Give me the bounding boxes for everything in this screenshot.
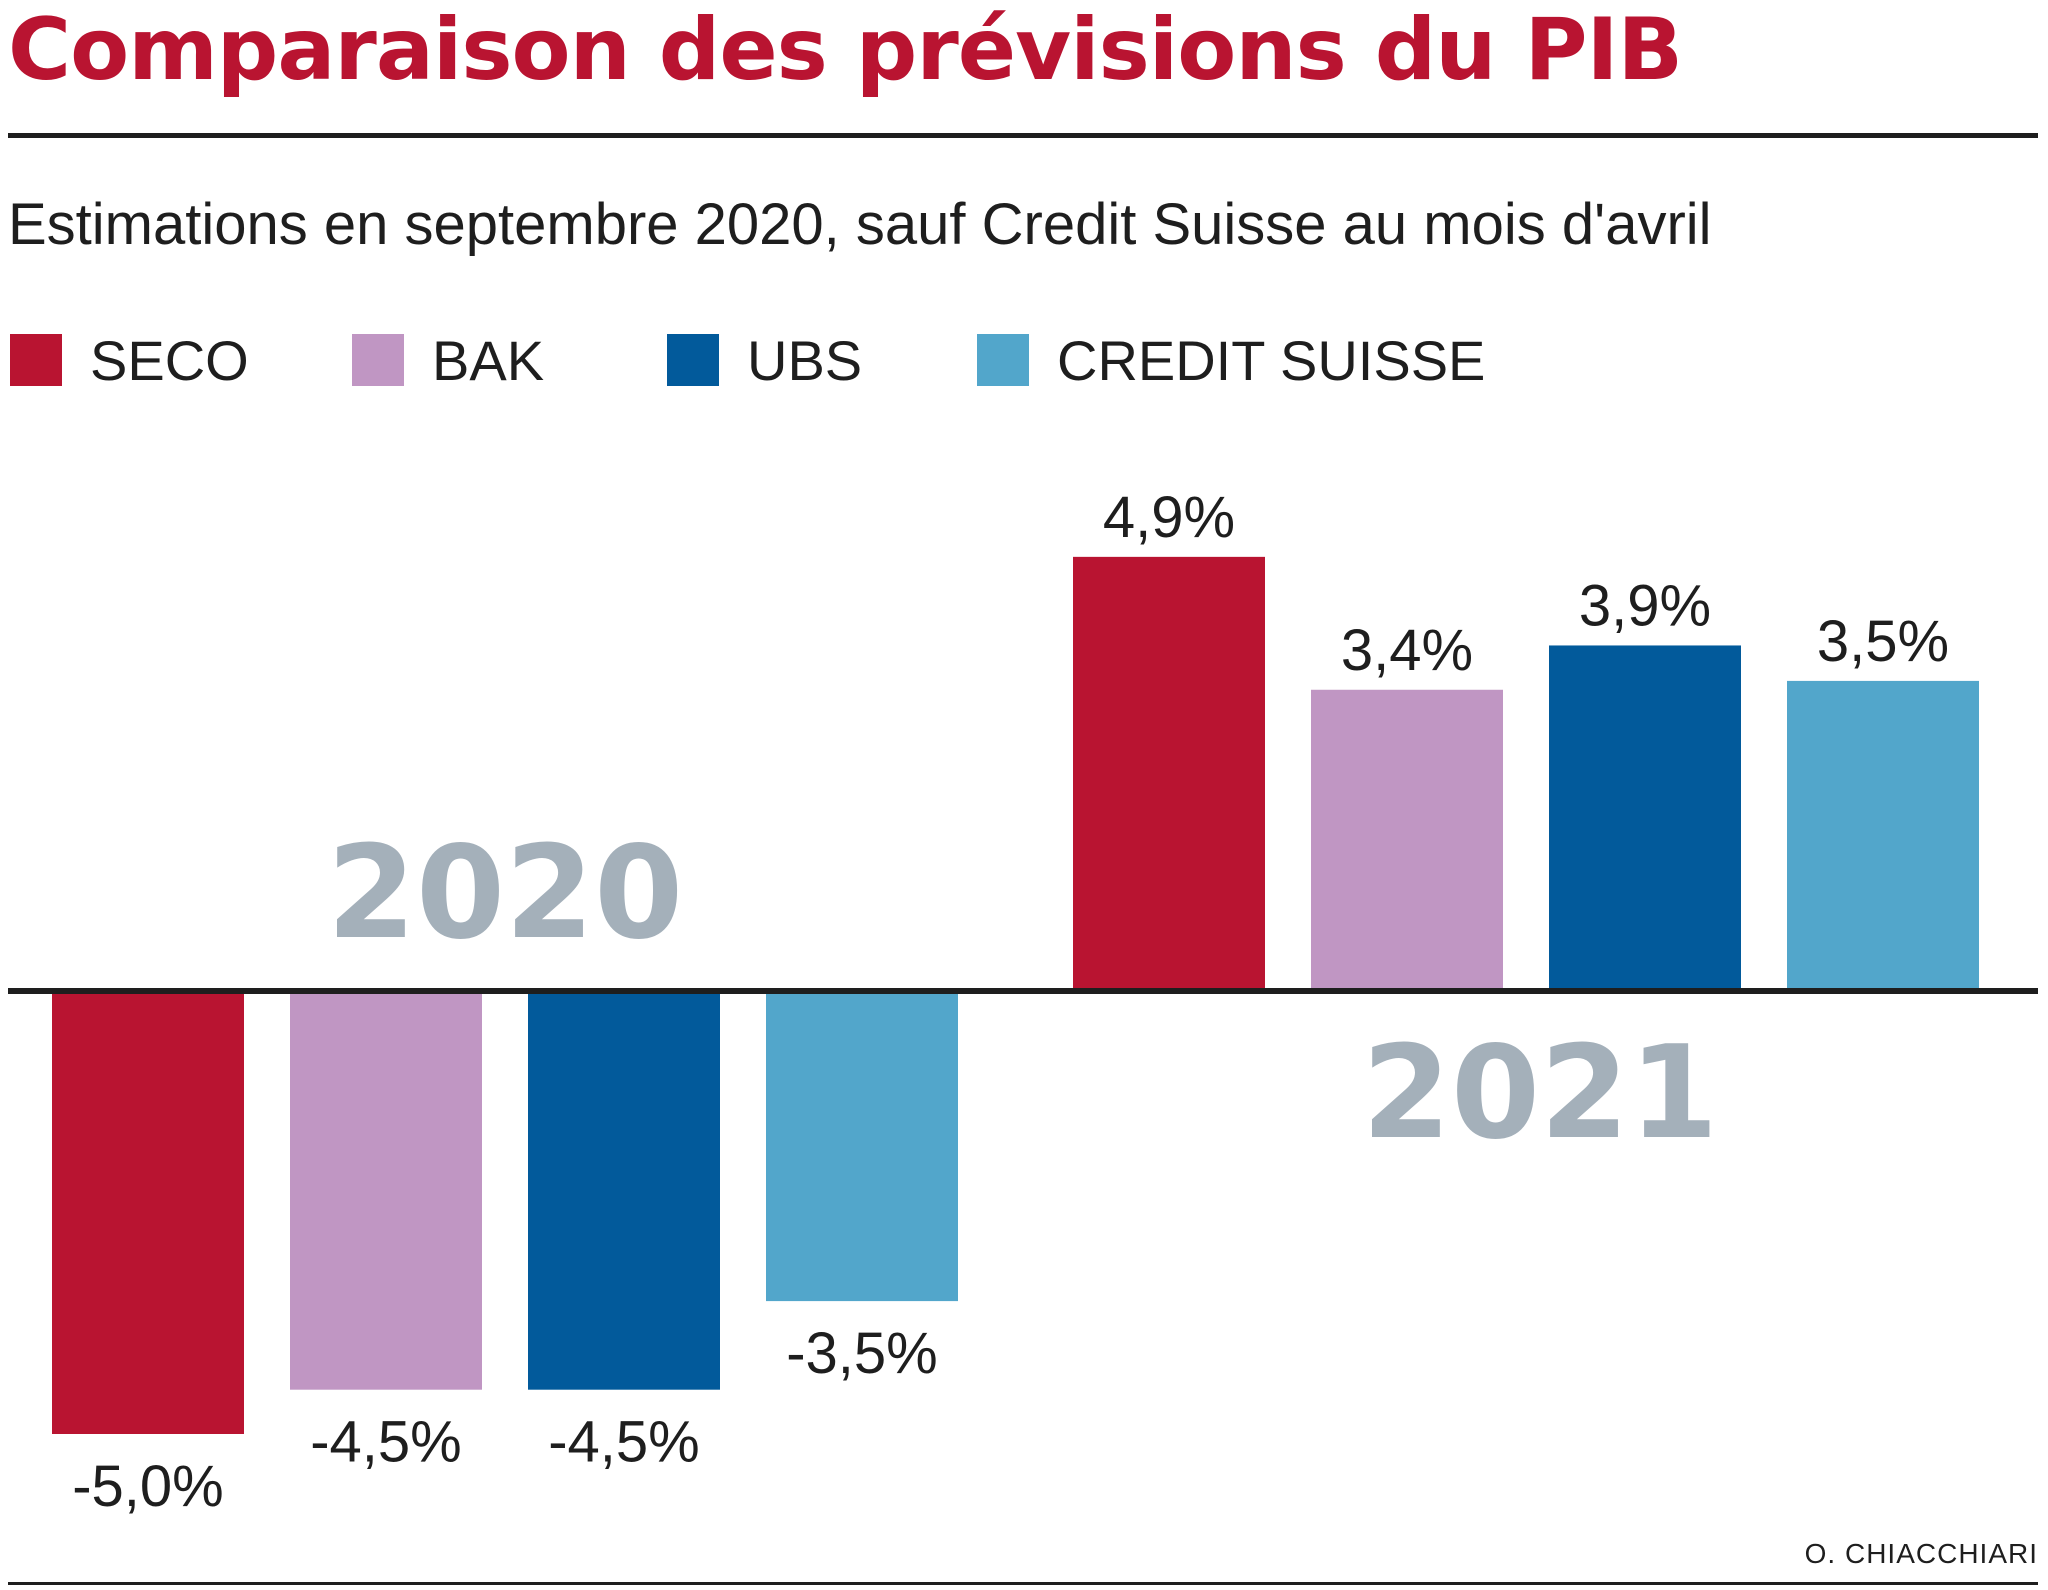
bar-ubs-2021: [1549, 645, 1741, 991]
bar-bak-2021: [1311, 689, 1503, 991]
legend-label-credit-suisse: CREDIT SUISSE: [1057, 328, 1486, 392]
chart-subtitle: Estimations en septembre 2020, sauf Cred…: [8, 192, 1712, 257]
legend-item-credit-suisse: CREDIT SUISSE: [977, 325, 1485, 395]
value-label-bak-2021: 3,4%: [1341, 618, 1473, 683]
legend-item-bak: BAK: [352, 325, 544, 395]
legend-label-ubs: UBS: [747, 328, 863, 392]
legend-swatch-credit-suisse: [977, 334, 1029, 386]
value-label-bak-2020: -4,5%: [310, 1410, 462, 1475]
bar-seco-2021: [1073, 556, 1265, 991]
value-label-ubs-2020: -4,5%: [548, 1410, 700, 1475]
legend-item-seco: SECO: [10, 325, 249, 395]
legend-swatch-seco: [10, 334, 62, 386]
bar-credit-suisse-2021: [1787, 680, 1979, 991]
legend-swatch-ubs: [667, 334, 719, 386]
bottom-rule: [8, 1582, 2038, 1585]
bar-seco-2020: [52, 991, 244, 1434]
value-label-ubs-2021: 3,9%: [1579, 573, 1711, 638]
zero-baseline: [8, 988, 2038, 994]
category-label-2020: 2020: [327, 819, 683, 968]
title-rule: [8, 133, 2038, 138]
bar-ubs-2020: [528, 991, 720, 1390]
legend-item-ubs: UBS: [667, 325, 862, 395]
chart-title: Comparaison des prévisions du PIB: [8, 0, 1683, 100]
bar-bak-2020: [290, 991, 482, 1390]
legend-label-bak: BAK: [432, 328, 545, 392]
value-label-seco-2020: -5,0%: [72, 1454, 224, 1519]
bar-credit-suisse-2020: [766, 991, 958, 1302]
value-label-credit-suisse-2021: 3,5%: [1817, 609, 1949, 674]
author-credit: O. CHIACCHIARI: [1804, 1538, 2038, 1569]
category-label-2021: 2021: [1362, 1019, 1718, 1168]
value-label-credit-suisse-2020: -3,5%: [786, 1321, 938, 1386]
legend-label-seco: SECO: [90, 328, 249, 392]
legend: SECO BAK UBS CREDIT SUISSE: [0, 325, 2048, 395]
legend-swatch-bak: [352, 334, 404, 386]
value-label-seco-2021: 4,9%: [1103, 485, 1235, 550]
